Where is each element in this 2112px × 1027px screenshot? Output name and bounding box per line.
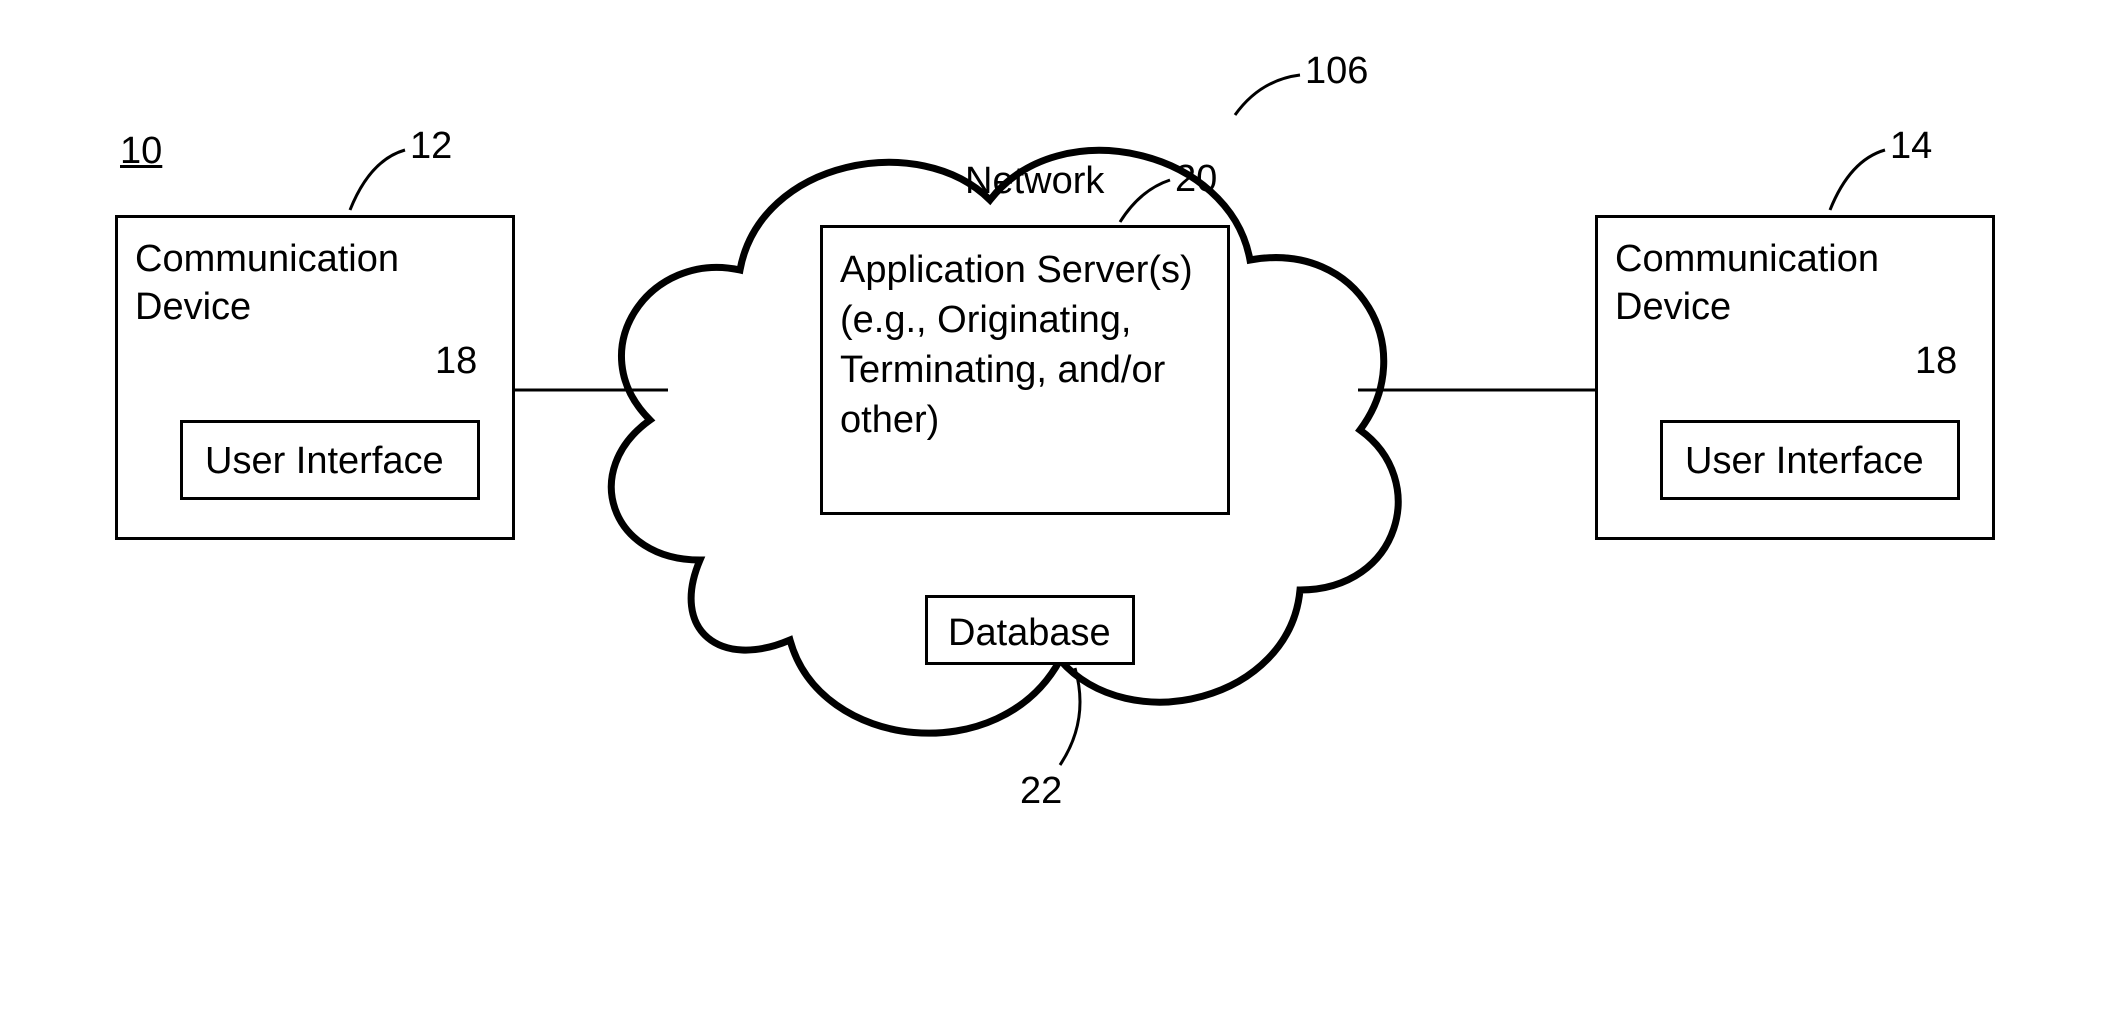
communication-device-left-label: Communication Device (135, 235, 399, 331)
leader-12 (350, 150, 405, 210)
database-label: Database (948, 612, 1111, 655)
ref-18-right: 18 (1915, 340, 1957, 383)
ref-18-left: 18 (435, 340, 477, 383)
user-interface-right-label: User Interface (1685, 440, 1924, 483)
network-label: Network (965, 160, 1104, 203)
ref-10: 10 (120, 130, 162, 173)
leader-22 (1060, 668, 1080, 765)
ref-14: 14 (1890, 125, 1932, 168)
user-interface-left-label: User Interface (205, 440, 444, 483)
leader-106 (1235, 75, 1300, 115)
application-server-label: Application Server(s) (e.g., Originating… (840, 245, 1193, 445)
ref-12: 12 (410, 125, 452, 168)
leader-20 (1120, 180, 1170, 222)
ref-20: 20 (1175, 158, 1217, 201)
communication-device-right-label: Communication Device (1615, 235, 1879, 331)
ref-106: 106 (1305, 50, 1368, 93)
leader-14 (1830, 150, 1885, 210)
ref-22: 22 (1020, 770, 1062, 813)
